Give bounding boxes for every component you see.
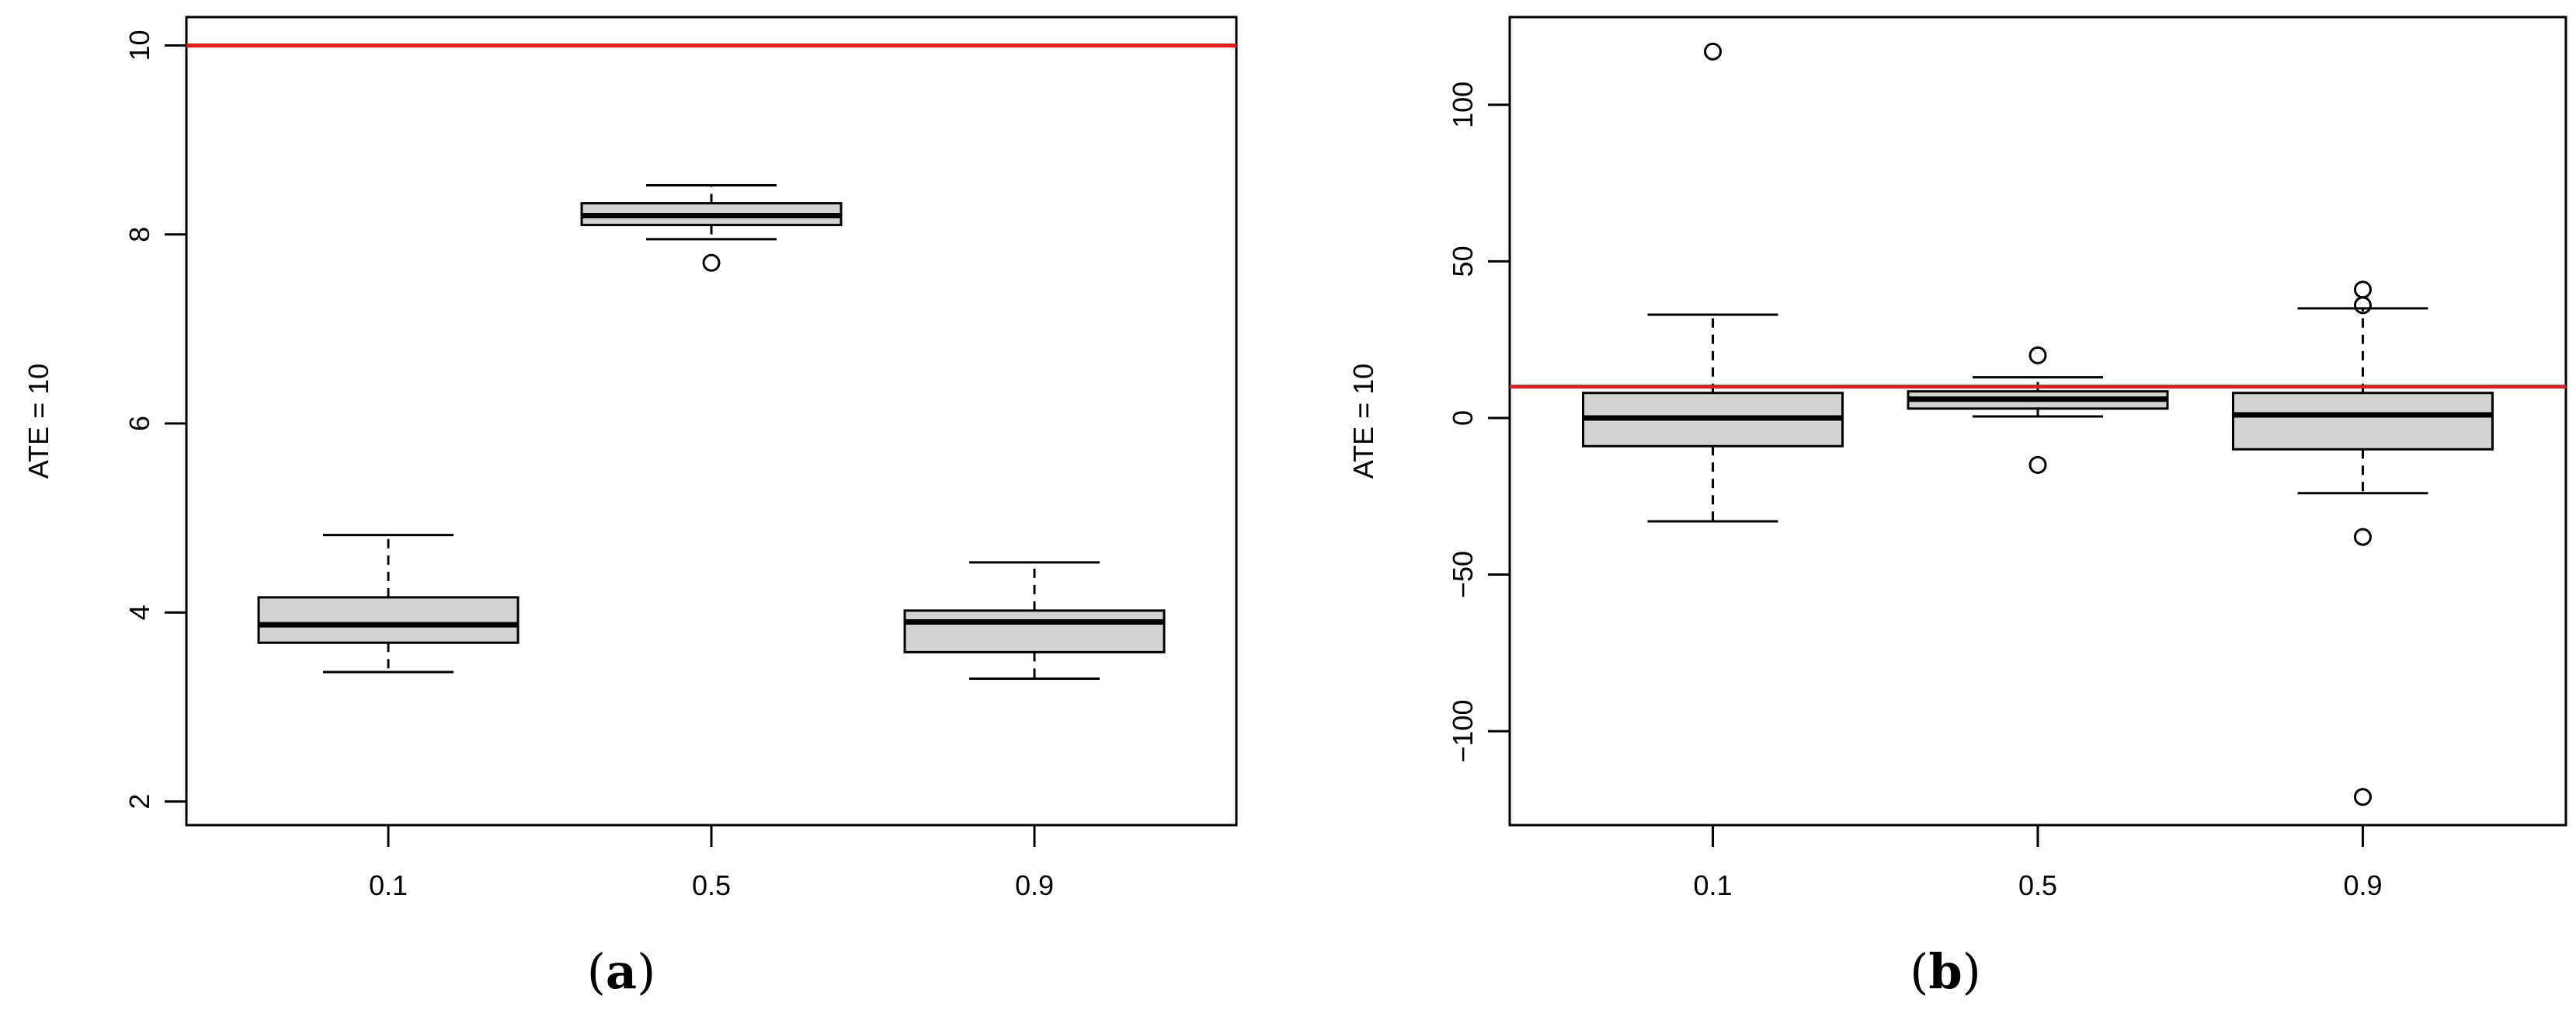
box-0.5 [1907,346,2169,474]
panel-caption: (a) [587,943,656,1000]
chart-panel-b: −100 −50 0 50 100 ATE = 10 0.1 0.5 0.9 (b) [1347,16,2567,1000]
outlier-point [2353,280,2372,299]
y-tick-label: 10 [123,30,155,61]
y-tick-label: 6 [123,416,155,431]
y-tick-label: 50 [1447,246,1479,277]
y-axis-label: ATE = 10 [23,364,54,479]
y-axis-label: ATE = 10 [1347,364,1379,479]
outlier-point [1704,42,1723,61]
y-tick-label: 2 [123,794,155,810]
box-0.1 [1582,42,1844,523]
y-tick-label: −50 [1447,551,1479,598]
panel-caption: (b) [1910,943,1981,1000]
outlier-point [2353,296,2372,315]
x-tick-label: 0.9 [1015,869,1054,901]
outlier-point [2028,346,2047,364]
outlier-point [2028,455,2047,474]
y-tick-label: 0 [1447,410,1479,426]
chart-panel-a: 2 4 6 8 10 ATE = 10 0.1 0.5 0.9 (a) [23,16,1238,1000]
box-0.9 [2231,280,2494,806]
outlier-point [702,253,721,272]
x-tick-label: 0.9 [2343,869,2382,901]
box-0.5 [580,184,843,272]
x-tick-label: 0.1 [369,869,408,901]
box-iqr [903,609,1166,653]
x-tick-label: 0.1 [1694,869,1733,901]
y-tick-label: 8 [123,227,155,242]
x-tick-label: 0.5 [692,869,731,901]
box-iqr [2231,392,2494,451]
outlier-point [2353,788,2372,806]
box-iqr [257,596,520,644]
plot-frame [185,16,1238,827]
y-tick-label: 100 [1447,82,1479,128]
box-0.1 [257,534,520,674]
outlier-point [2353,528,2372,546]
y-tick-label: 4 [123,604,155,620]
x-tick-label: 0.5 [2018,869,2057,901]
box-0.9 [903,561,1166,680]
y-tick-label: −100 [1447,700,1479,763]
